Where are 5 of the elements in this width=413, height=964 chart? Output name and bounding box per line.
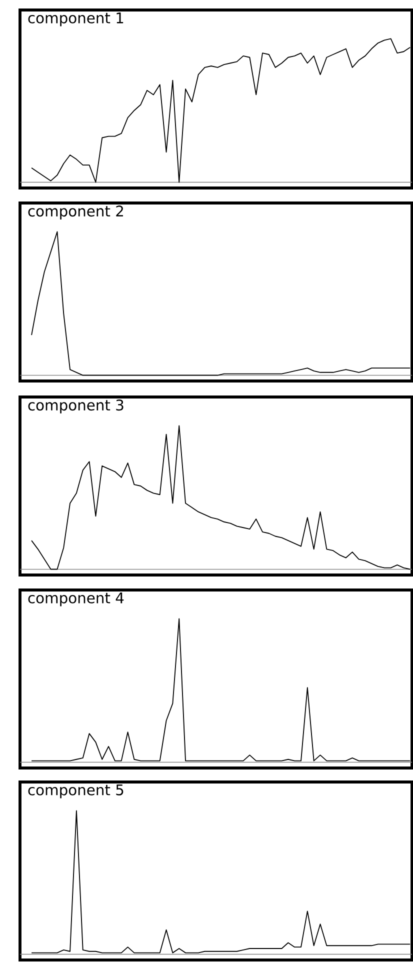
chart-title: component 1	[28, 12, 123, 26]
chart-title: component 3	[28, 400, 124, 414]
chart-title: component 4	[28, 592, 124, 606]
chart-title: component 5	[28, 784, 123, 798]
chart-title: component 2	[28, 206, 123, 220]
